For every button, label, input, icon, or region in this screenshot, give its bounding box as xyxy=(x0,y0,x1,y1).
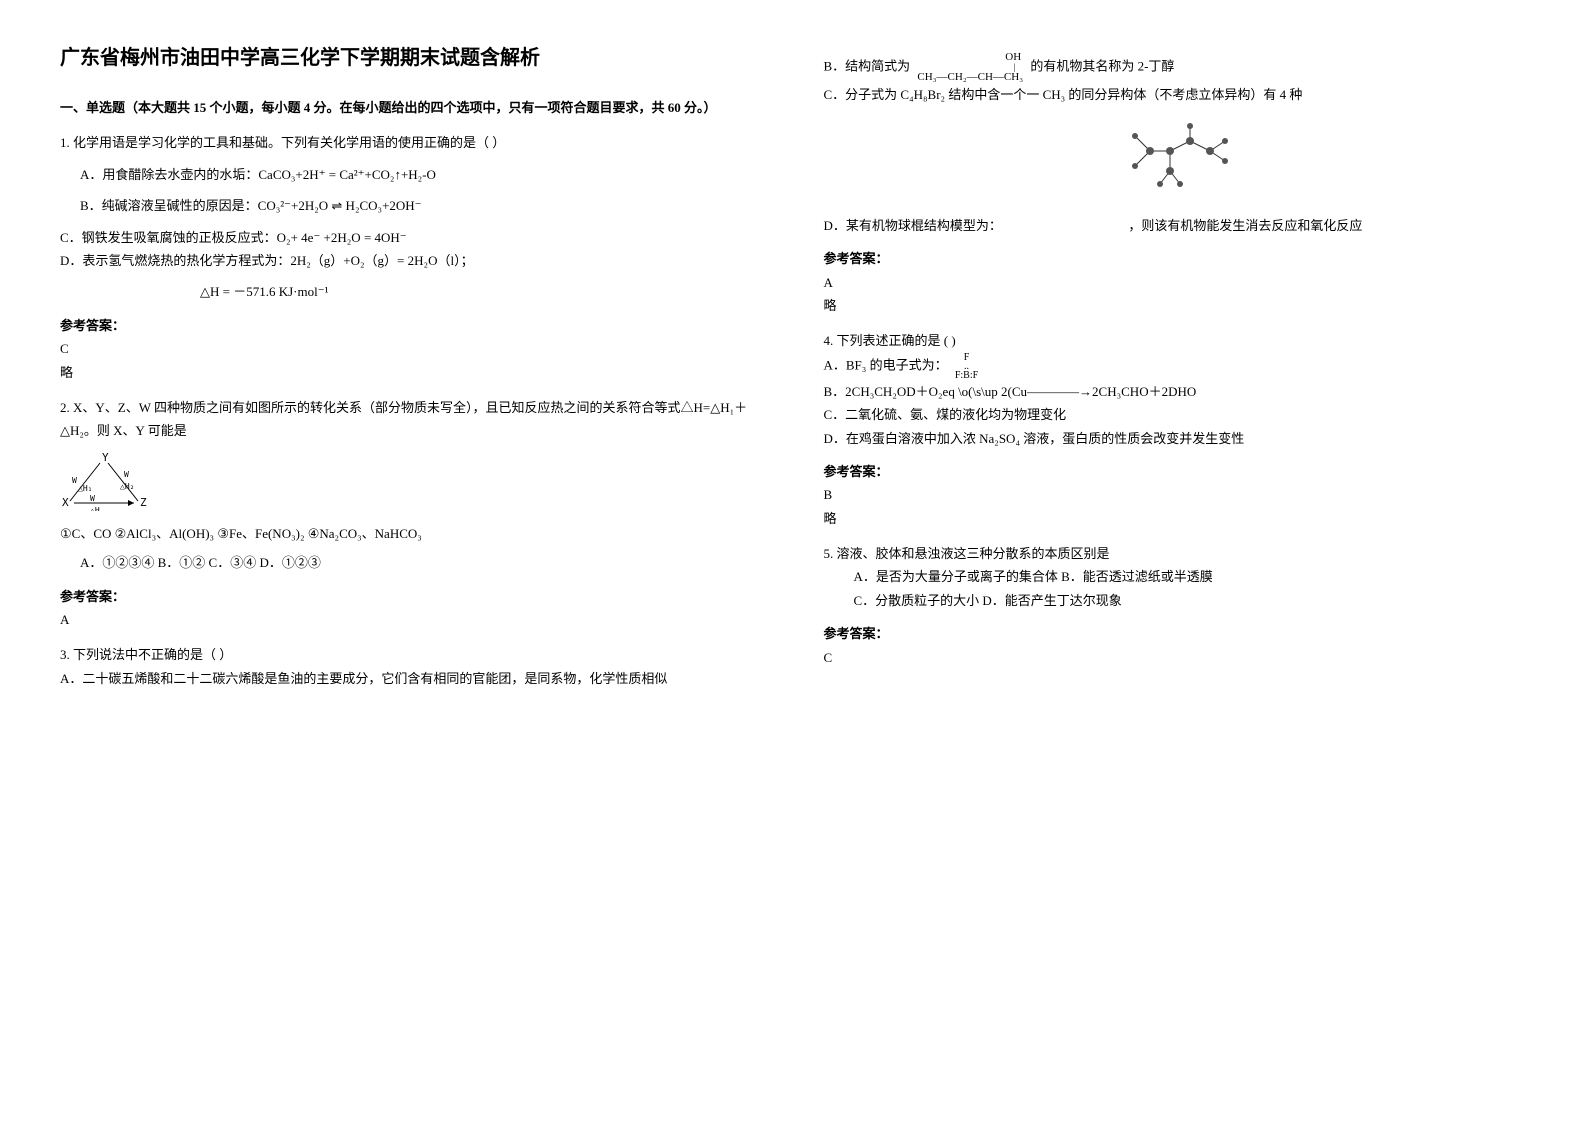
ball-stick-model-svg xyxy=(1115,116,1235,196)
q4-answer-label: 参考答案： xyxy=(824,460,1528,483)
q4-option-d: D．在鸡蛋白溶液中加入浓 Na₂SO₄ 溶液，蛋白质的性质会改变并发生变性 xyxy=(824,427,1528,450)
question-1: 1. 化学用语是学习化学的工具和基础。下列有关化学用语的使用正确的是（ ） A．… xyxy=(60,131,764,384)
svg-text:△H: △H xyxy=(90,506,100,511)
q5-answer-label: 参考答案： xyxy=(824,622,1528,645)
q1-answer: C xyxy=(60,337,764,360)
q3-molecule-model xyxy=(824,116,1528,203)
q3-d-suffix: ，则该有机物能发生消去反应和氧化反应 xyxy=(1128,218,1362,233)
structural-formula-2-butanol: OH | CH₃—CH₂—CH—CH₃ xyxy=(917,52,1023,83)
q3-b-prefix: B．结构简式为 xyxy=(824,58,914,73)
q2-options-2: A．①②③④ B．①② C．③④ D．①②③ xyxy=(60,551,764,574)
q3-note: 略 xyxy=(824,294,1528,317)
q5-options-cd: C．分散质粒子的大小 D．能否产生丁达尔现象 xyxy=(824,589,1528,612)
q2-answer-label: 参考答案： xyxy=(60,585,764,608)
q1-option-d: D．表示氢气燃烧热的热化学方程式为：2H₂（g）+O₂（g）= 2H₂O（l）； xyxy=(60,249,764,272)
q3-stem: 3. 下列说法中不正确的是（ ） xyxy=(60,643,764,666)
q5-options-ab: A．是否为大量分子或离子的集合体 B．能否透过滤纸或半透膜 xyxy=(824,565,1528,588)
q1-option-d-formula: △H = －571.6 KJ·mol⁻¹ xyxy=(60,280,764,303)
q3-b-suffix: 的有机物其名称为 2-丁醇 xyxy=(1030,58,1174,73)
q1-note: 略 xyxy=(60,361,764,384)
q3-option-d: D．某有机物球棍结构模型为： ，则该有机物能发生消去反应和氧化反应 xyxy=(824,214,1528,237)
q3-option-b: B．结构简式为 OH | CH₃—CH₂—CH—CH₃ 的有机物其名称为 2-丁… xyxy=(824,52,1528,83)
svg-text:Z: Z xyxy=(140,496,147,509)
right-column: B．结构简式为 OH | CH₃—CH₂—CH—CH₃ 的有机物其名称为 2-丁… xyxy=(824,40,1528,702)
q2-stem: 2. X、Y、Z、W 四种物质之间有如图所示的转化关系（部分物质未写全），且已知… xyxy=(60,396,764,443)
section-header: 一、单选题（本大题共 15 个小题，每小题 4 分。在每小题给出的四个选项中，只… xyxy=(60,96,764,119)
question-3-part1: 3. 下列说法中不正确的是（ ） A．二十碳五烯酸和二十二碳六烯酸是鱼油的主要成… xyxy=(60,643,764,690)
q2-options-1: ①C、CO ②AlCl₃、Al(OH)₃ ③Fe、Fe(NO₃)₂ ④Na₂CO… xyxy=(60,522,764,545)
q2-diagram: Y W △H₁ W △H₂ X W △H Z xyxy=(60,451,764,514)
q1-option-b: B．纯碱溶液呈碱性的原因是：CO₃²⁻+2H₂O ⇌ H₂CO₃+2OH⁻ xyxy=(60,194,764,217)
svg-text:W: W xyxy=(124,470,129,479)
question-5: 5. 溶液、胶体和悬浊液这三种分散系的本质区别是 A．是否为大量分子或离子的集合… xyxy=(824,542,1528,669)
q4-option-c: C．二氧化硫、氨、煤的液化均为物理变化 xyxy=(824,403,1528,426)
question-3-part2: B．结构简式为 OH | CH₃—CH₂—CH—CH₃ 的有机物其名称为 2-丁… xyxy=(824,52,1528,317)
left-column: 广东省梅州市油田中学高三化学下学期期末试题含解析 一、单选题（本大题共 15 个… xyxy=(60,40,764,702)
svg-text:X: X xyxy=(62,496,69,509)
q1-option-a: A．用食醋除去水壶内的水垢：CaCO₃+2H⁺ = Ca²⁺+CO₂↑+H₂-O xyxy=(60,163,764,186)
q2-answer: A xyxy=(60,608,764,631)
svg-text:W: W xyxy=(90,494,95,503)
q3-option-c: C．分子式为 C₄H₈Br₂ 结构中含一个一 CH₃ 的同分异构体（不考虑立体异… xyxy=(824,83,1528,106)
q4-option-b: B．2CH₃CH₂OD＋O₂eq \o(\s\up 2(Cu————→2CH₃C… xyxy=(824,380,1528,403)
bf3-main: F:B:F xyxy=(955,371,978,380)
q3-answer: A xyxy=(824,271,1528,294)
q3-d-prefix: D．某有机物球棍结构模型为： xyxy=(824,218,1002,233)
q1-option-c: C．钢铁发生吸氧腐蚀的正极反应式：O₂+ 4e⁻ +2H₂O = 4OH⁻ xyxy=(60,226,764,249)
document-title: 广东省梅州市油田中学高三化学下学期期末试题含解析 xyxy=(60,40,764,76)
q4-stem: 4. 下列表述正确的是 ( ) xyxy=(824,329,1528,352)
question-2: 2. X、Y、Z、W 四种物质之间有如图所示的转化关系（部分物质未写全），且已知… xyxy=(60,396,764,632)
svg-text:△H₂: △H₂ xyxy=(120,482,134,491)
svg-text:△H₁: △H₁ xyxy=(78,484,92,493)
q5-stem: 5. 溶液、胶体和悬浊液这三种分散系的本质区别是 xyxy=(824,542,1528,565)
q4-option-a: A．BF₃ 的电子式为： F .. F:B:F xyxy=(824,353,1528,380)
formula-main: CH₃—CH₂—CH—CH₃ xyxy=(917,72,1023,83)
formula-oh: OH xyxy=(917,52,1023,63)
q3-answer-label: 参考答案： xyxy=(824,247,1528,270)
q4-note: 略 xyxy=(824,507,1528,530)
svg-text:Y: Y xyxy=(102,451,109,464)
q5-answer: C xyxy=(824,646,1528,669)
question-4: 4. 下列表述正确的是 ( ) A．BF₃ 的电子式为： F .. F:B:F … xyxy=(824,329,1528,530)
q3-option-a: A．二十碳五烯酸和二十二碳六烯酸是鱼油的主要成分，它们含有相同的官能团，是同系物… xyxy=(60,667,764,690)
bf3-electron-formula: F .. F:B:F xyxy=(955,353,978,380)
svg-text:W: W xyxy=(72,476,77,485)
q1-answer-label: 参考答案： xyxy=(60,314,764,337)
xyz-diagram-svg: Y W △H₁ W △H₂ X W △H Z xyxy=(60,451,160,511)
q4-answer: B xyxy=(824,483,1528,506)
q1-stem: 1. 化学用语是学习化学的工具和基础。下列有关化学用语的使用正确的是（ ） xyxy=(60,131,764,154)
q4-a-text: A．BF₃ 的电子式为： xyxy=(824,357,948,372)
